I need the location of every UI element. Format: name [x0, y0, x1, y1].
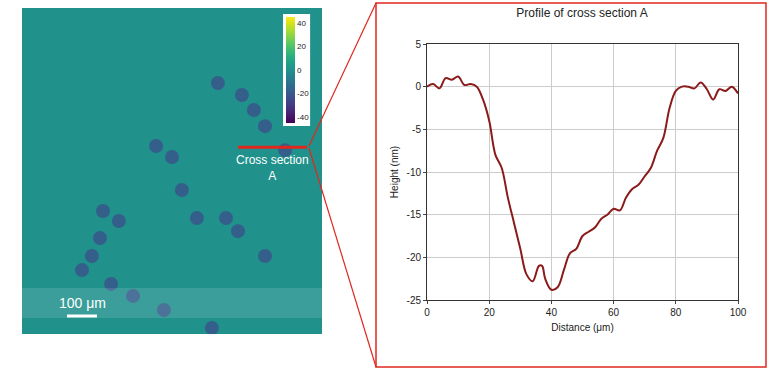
svg-text:100: 100	[730, 307, 747, 318]
svg-text:5: 5	[415, 39, 421, 50]
svg-text:100 μm: 100 μm	[59, 295, 106, 311]
svg-text:-5: -5	[412, 124, 421, 135]
svg-text:-10: -10	[407, 167, 422, 178]
svg-text:-15: -15	[407, 209, 422, 220]
svg-text:-40: -40	[297, 113, 309, 122]
svg-text:40: 40	[546, 307, 558, 318]
svg-text:Height (nm): Height (nm)	[389, 146, 400, 198]
svg-text:80: 80	[670, 307, 682, 318]
svg-text:40: 40	[297, 19, 306, 28]
svg-text:-20: -20	[407, 252, 422, 263]
svg-text:20: 20	[484, 307, 496, 318]
svg-text:Distance (μm): Distance (μm)	[551, 322, 613, 333]
svg-text:60: 60	[608, 307, 620, 318]
svg-text:0: 0	[297, 66, 302, 75]
svg-text:0: 0	[415, 81, 421, 92]
svg-text:-25: -25	[407, 295, 422, 306]
svg-text:Cross sectionA: Cross sectionA	[236, 153, 309, 183]
svg-text:-20: -20	[297, 89, 309, 98]
svg-text:Profile of cross section A: Profile of cross section A	[516, 6, 647, 20]
svg-text:20: 20	[297, 42, 306, 51]
svg-text:0: 0	[424, 307, 430, 318]
